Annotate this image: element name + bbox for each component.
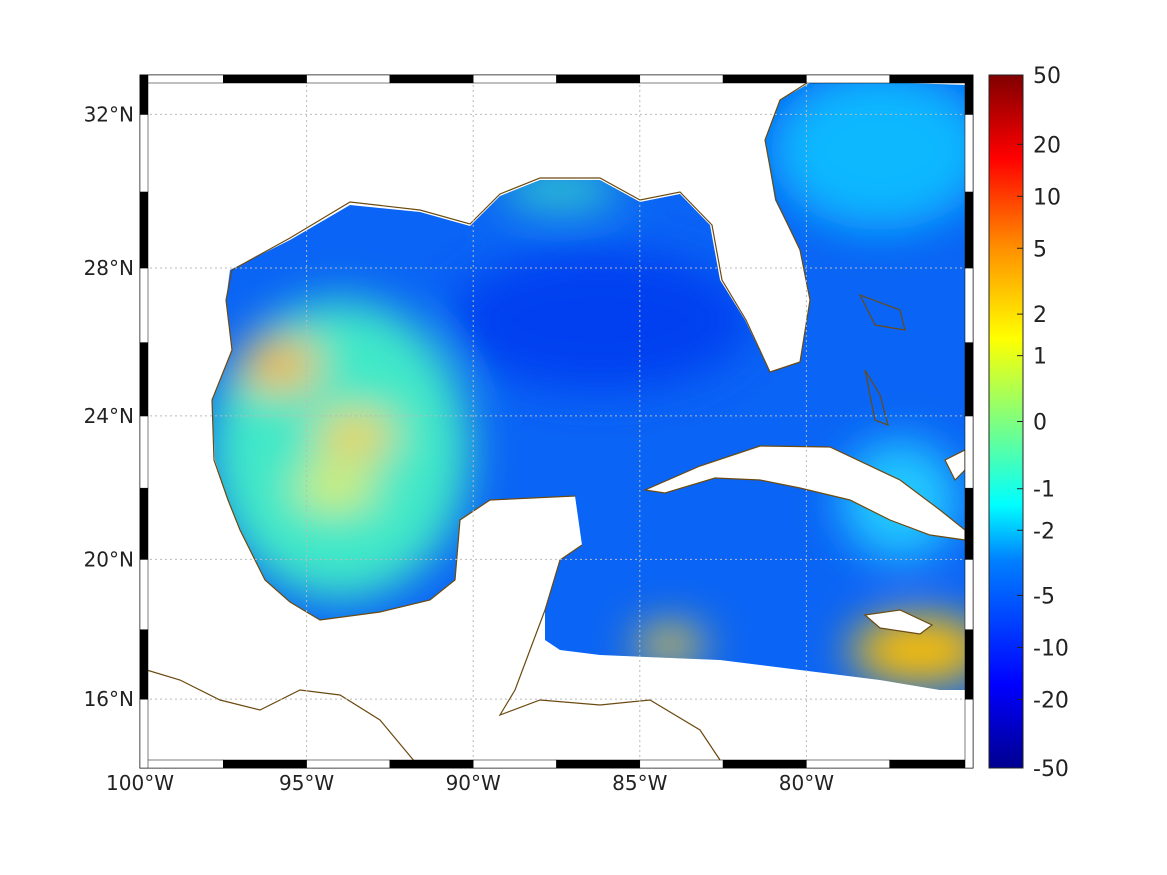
lon-tick-label: 85°W xyxy=(612,771,667,795)
colorbar-tick-label: -10 xyxy=(1033,636,1069,661)
colorbar-tick-label: -5 xyxy=(1033,584,1055,609)
lat-tick-label: 32°N xyxy=(84,102,134,126)
land-masks xyxy=(642,445,966,635)
lat-tick-label: 28°N xyxy=(84,256,134,280)
lon-tick-label: 80°W xyxy=(779,771,834,795)
coastlines xyxy=(139,75,906,769)
lat-tick-label: 16°N xyxy=(84,687,134,711)
lon-tick-label: 90°W xyxy=(446,771,501,795)
colorbar-tick-label: -1 xyxy=(1033,478,1055,503)
colorbar-tick-label: 5 xyxy=(1033,237,1047,262)
colorbar-tick-label: 50 xyxy=(1033,64,1061,89)
lat-tick-label: 24°N xyxy=(84,404,134,428)
colorbar-tick-label: -50 xyxy=(1033,757,1069,782)
gridlines xyxy=(140,75,973,768)
colorbar-tick-label: 1 xyxy=(1033,345,1047,370)
colorbar-tick-label: -20 xyxy=(1033,688,1069,713)
axis-labels: 100°W 95°W 90°W 85°W 80°W 32°N 28°N 24°N 20°N 16°… xyxy=(84,102,835,795)
lon-tick-label: 100°W xyxy=(106,771,174,795)
colorbar-tick-label: 20 xyxy=(1033,133,1061,158)
map-border-ticks xyxy=(139,74,974,769)
jamaica xyxy=(863,609,934,635)
colorbar-tick-label: 0 xyxy=(1033,411,1047,436)
colorbar-tick-label: 10 xyxy=(1033,185,1061,210)
colorbar-tick-label: -2 xyxy=(1033,519,1055,544)
cuba xyxy=(642,445,966,541)
data-field xyxy=(212,80,965,690)
lon-tick-label: 95°W xyxy=(279,771,334,795)
lat-tick-label: 20°N xyxy=(84,547,134,571)
colorbar-tick-label: 2 xyxy=(1033,303,1047,328)
